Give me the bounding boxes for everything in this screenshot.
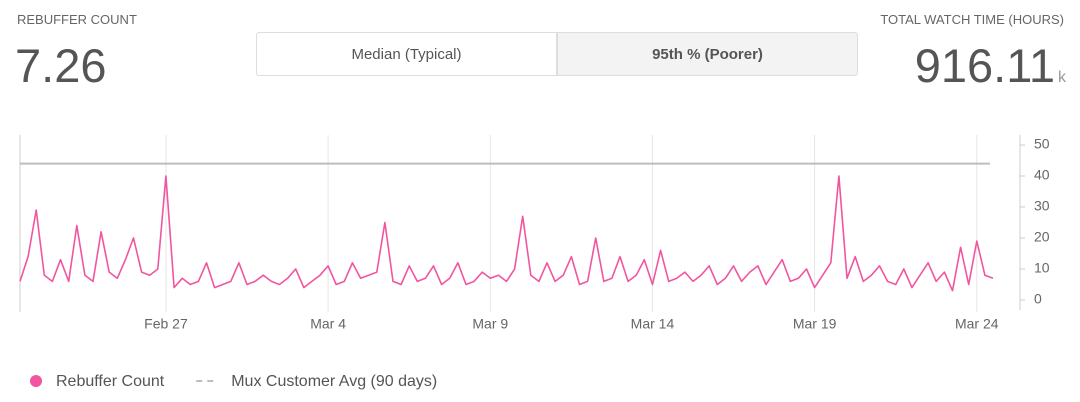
x-tick-label: Mar 14: [631, 316, 675, 332]
y-tick-label: 0: [1034, 291, 1042, 307]
x-tick-label: Mar 9: [472, 316, 508, 332]
series-line: [19, 175, 994, 292]
legend-marker: [30, 375, 42, 387]
x-tick-label: Mar 19: [793, 316, 837, 332]
y-tick-label: 50: [1034, 136, 1050, 152]
metric-label: TOTAL WATCH TIME (HOURS): [880, 12, 1064, 27]
legend-label: Mux Customer Avg (90 days): [231, 373, 437, 390]
toggle-button[interactable]: 95th % (Poorer): [557, 32, 858, 76]
x-tick-label: Feb 27: [144, 316, 188, 332]
metric-value: 7.26: [15, 39, 107, 92]
toggle-button[interactable]: Median (Typical): [256, 32, 557, 76]
legend-label: Rebuffer Count: [56, 373, 165, 390]
y-tick-label: 10: [1034, 260, 1050, 276]
metric-label: REBUFFER COUNT: [17, 12, 137, 27]
y-tick-label: 20: [1034, 229, 1050, 245]
y-tick-label: 40: [1034, 167, 1050, 183]
y-tick-label: 30: [1034, 198, 1050, 214]
metric-value: 916.11: [914, 39, 1055, 92]
x-tick-label: Mar 24: [955, 316, 999, 332]
x-tick-label: Mar 4: [310, 316, 346, 332]
metric-value-group: 916.11 k: [915, 38, 1066, 93]
metric-unit: k: [1058, 69, 1066, 86]
